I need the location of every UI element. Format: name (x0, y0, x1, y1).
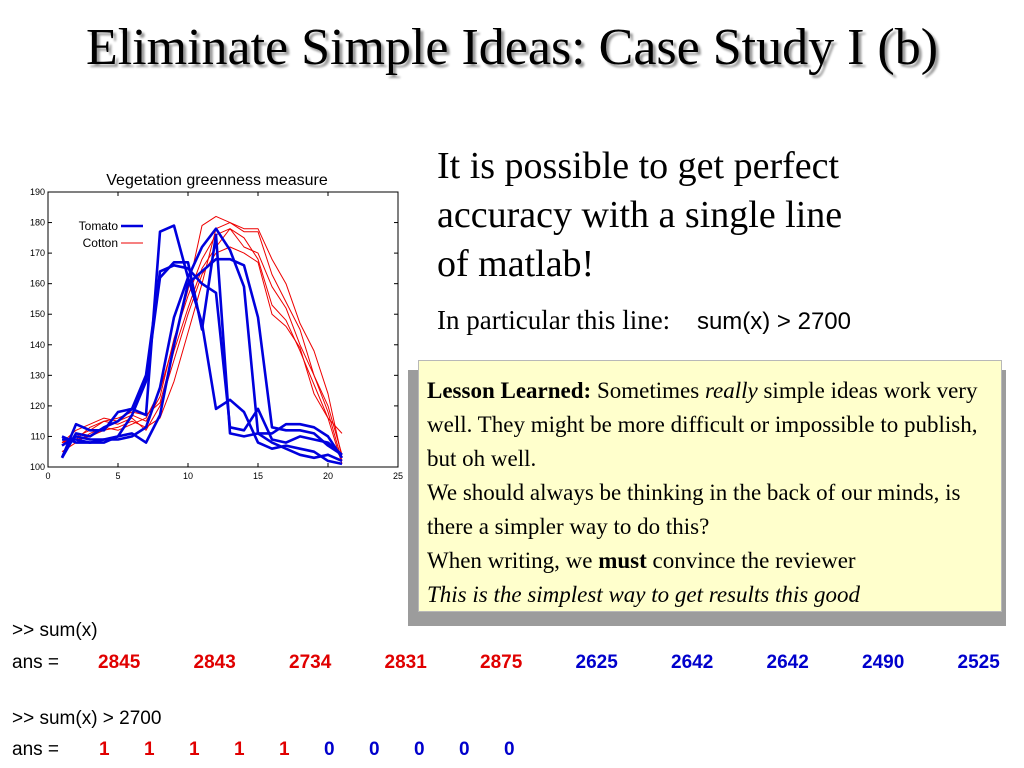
ans-label: ans = (12, 652, 60, 673)
series-line-cotton (61, 222, 343, 455)
flag-value: 0 (459, 739, 470, 760)
sum-value: 2734 (289, 652, 332, 673)
lesson-emphasis: really (704, 378, 758, 403)
series-line-cotton (62, 246, 343, 440)
y-tick-label: 170 (30, 248, 45, 258)
vegetation-chart: Vegetation greenness measure 0 5 10 15 20 25 1… (30, 172, 403, 481)
series-line-tomato (61, 227, 344, 459)
matlab-code: sum(x) > 2700 (696, 308, 852, 335)
y-tick-label: 190 (30, 187, 45, 197)
flag-value: 0 (504, 739, 515, 760)
console-command-sum: >> sum(x) (12, 620, 98, 641)
series-line-tomato (60, 264, 343, 459)
lesson-text: convince the reviewer (652, 548, 856, 573)
x-tick-label: 15 (253, 471, 263, 481)
lesson-emphasis-bold: must (598, 548, 647, 573)
y-tick-label: 100 (30, 462, 45, 472)
series-line-cotton (61, 228, 343, 462)
x-tick-label: 0 (45, 471, 50, 481)
x-tick-label: 25 (393, 471, 403, 481)
y-tick-label: 160 (30, 279, 45, 289)
sum-value: 2875 (480, 652, 523, 673)
lesson-text: simple ideas work very well. They might … (427, 378, 978, 471)
intro-line: accuracy with a single line (437, 194, 843, 236)
lesson-italic-line: This is the simplest way to get results … (427, 582, 860, 607)
flag-value: 0 (414, 739, 425, 760)
y-tick-label: 110 (31, 431, 45, 441)
series-line-cotton (61, 215, 343, 458)
x-tick-label: 10 (183, 471, 193, 481)
lesson-paragraph-4: This is the simplest way to get results … (427, 578, 993, 612)
slide-title: Eliminate Simple Ideas: Case Study I (b) (85, 19, 939, 76)
sum-value: 2625 (575, 652, 618, 673)
plot-area-frame (47, 191, 399, 468)
lesson-text: When writing, we (427, 548, 593, 573)
intro-line: of matlab! (437, 243, 595, 285)
x-tick-label: 20 (323, 471, 333, 481)
x-tick-label: 5 (115, 471, 120, 481)
lesson-learned-box: Lesson Learned: Sometimes really simple … (418, 360, 1002, 612)
lesson-text: Sometimes (596, 378, 700, 403)
legend-label-cotton: Cotton (83, 236, 118, 250)
y-tick-label: 150 (30, 309, 45, 319)
intro-text: It is possible to get perfect accuracy w… (437, 142, 1007, 289)
particular-label: In particular this line: (437, 305, 671, 335)
sum-value: 2525 (957, 652, 1000, 673)
y-tick-label: 130 (30, 370, 45, 380)
y-tick-label: 120 (30, 401, 45, 411)
lesson-paragraph-1: Lesson Learned: Sometimes really simple … (427, 374, 993, 476)
console-command-threshold: >> sum(x) > 2700 (12, 708, 162, 729)
flag-value: 1 (234, 739, 245, 760)
flag-value: 0 (369, 739, 380, 760)
intro-line: It is possible to get perfect (437, 145, 840, 187)
ans-label: ans = (12, 739, 60, 760)
lesson-paragraph-3: When writing, we must convince the revie… (427, 544, 993, 578)
sum-value: 2845 (98, 652, 141, 673)
y-tick-label: 140 (30, 340, 45, 350)
flag-value: 1 (189, 739, 200, 760)
sum-value: 2831 (384, 652, 427, 673)
flag-value: 1 (144, 739, 155, 760)
chart-title: Vegetation greenness measure (106, 172, 328, 189)
flag-value: 1 (279, 739, 290, 760)
sum-value: 2642 (671, 652, 714, 673)
y-tick-label: 180 (30, 218, 45, 228)
series-line-cotton (61, 228, 343, 465)
flag-value: 0 (324, 739, 335, 760)
lesson-paragraph-2: We should always be thinking in the back… (427, 480, 961, 539)
sum-value: 2490 (862, 652, 905, 673)
sum-value: 2843 (193, 652, 236, 673)
particular-line: In particular this line: sum(x) > 2700 (437, 305, 851, 336)
legend-label-tomato: Tomato (79, 219, 119, 233)
sum-value: 2642 (766, 652, 809, 673)
chart-legend: Tomato Cotton (79, 219, 143, 250)
flag-value: 1 (99, 739, 110, 760)
lesson-heading: Lesson Learned: (427, 378, 592, 403)
